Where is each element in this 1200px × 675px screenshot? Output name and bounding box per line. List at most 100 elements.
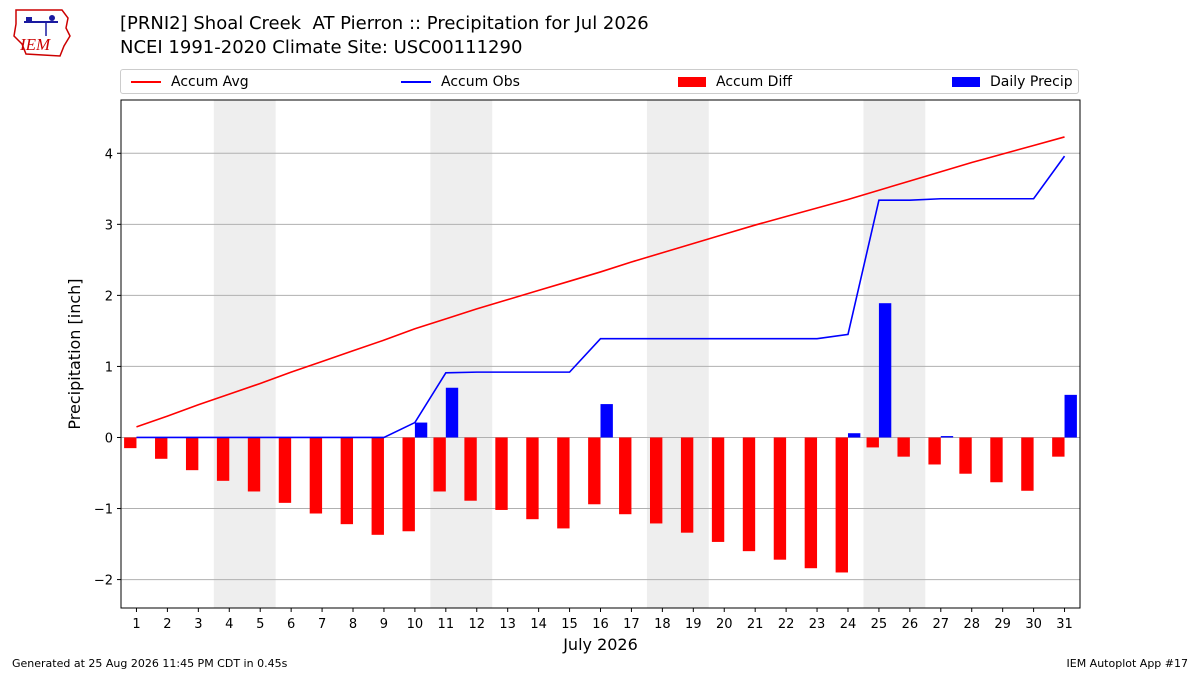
accum-diff-bar (928, 437, 941, 465)
x-tick-label: 8 (349, 617, 357, 632)
title-line-1: [PRNI2] Shoal Creek AT Pierron :: Precip… (120, 13, 649, 34)
x-tick-label: 17 (623, 617, 640, 632)
accum-diff-bar (990, 437, 1003, 483)
accum-diff-bar (588, 437, 601, 505)
x-tick-label: 30 (1025, 617, 1042, 632)
accum-diff-bar (1052, 437, 1065, 457)
daily-precip-bar (445, 387, 459, 438)
footer-app-id: IEM Autoplot App #17 (1066, 657, 1189, 670)
accum-diff-bar (711, 437, 725, 542)
legend-item-accum-avg: Accum Avg (131, 70, 249, 93)
legend-label-accum-obs: Accum Obs (441, 73, 520, 90)
accum-diff-bar (247, 437, 261, 492)
y-tick-label: 0 (105, 431, 113, 446)
x-tick-label: 29 (994, 617, 1011, 632)
iem-logo: IEM (13, 9, 71, 57)
y-tick-label: 3 (105, 218, 113, 233)
accum-diff-bar (464, 437, 477, 501)
daily-precip-bar (600, 404, 613, 438)
accum-diff-bar (185, 437, 199, 471)
x-tick-label: 19 (685, 617, 702, 632)
y-tick-label: −2 (94, 574, 113, 589)
accum-diff-bar (402, 437, 415, 532)
y-axis-title: Precipitation [inch] (65, 278, 84, 429)
accum-obs-line (136, 155, 1066, 439)
accum-avg-line (136, 136, 1065, 428)
x-tick-label: 31 (1056, 617, 1073, 632)
accum-diff-bar (619, 437, 632, 515)
accum-diff-bar (340, 437, 354, 525)
daily-precip-bar (414, 422, 428, 438)
accum-diff-bar (742, 437, 756, 552)
weekend-band-2 (430, 100, 493, 608)
x-tick-label: 14 (530, 617, 547, 632)
daily-precip-bar (1064, 394, 1077, 438)
x-tick-label: 24 (840, 617, 857, 632)
x-tick-label: 20 (716, 617, 733, 632)
legend-label-accum-avg: Accum Avg (171, 73, 249, 90)
accum-diff-bar (1021, 437, 1034, 491)
legend-swatch-daily-precip (952, 76, 980, 87)
x-tick-label: 9 (380, 617, 388, 632)
accum-diff-bar (278, 437, 292, 503)
accum-diff-bar (804, 437, 818, 569)
accum-diff-bar (557, 437, 570, 529)
x-tick-label: 6 (287, 617, 295, 632)
legend: Accum Avg Accum Obs Accum Diff Daily Pre… (120, 69, 1079, 94)
x-tick-label: 12 (468, 617, 485, 632)
x-tick-label: 25 (871, 617, 888, 632)
legend-item-accum-diff: Accum Diff (678, 70, 792, 93)
accum-diff-bar (124, 437, 137, 449)
x-tick-label: 2 (163, 617, 171, 632)
weekend-band-3 (646, 100, 709, 608)
accum-diff-bar (773, 437, 787, 560)
x-tick-label: 11 (438, 617, 455, 632)
x-tick-label: 22 (778, 617, 795, 632)
daily-precip-bar (940, 436, 954, 438)
x-tick-label: 26 (902, 617, 919, 632)
legend-label-daily-precip: Daily Precip (990, 73, 1073, 90)
legend-swatch-accum-obs (401, 80, 431, 83)
accum-diff-bar (835, 437, 848, 573)
accum-diff-bar (155, 437, 168, 459)
accum-diff-bar (649, 437, 663, 524)
legend-item-accum-obs: Accum Obs (401, 70, 520, 93)
legend-swatch-accum-diff (678, 76, 706, 87)
x-tick-label: 3 (194, 617, 202, 632)
weekend-band-1 (213, 100, 276, 608)
accum-diff-bar (309, 437, 323, 514)
title-line-2: NCEI 1991-2020 Climate Site: USC00111290 (120, 37, 523, 58)
accum-diff-bar (959, 437, 972, 474)
x-axis-title: July 2026 (562, 635, 638, 654)
accum-diff-bar (897, 437, 910, 457)
svg-text:IEM: IEM (19, 35, 51, 54)
plot-frame (120, 99, 1081, 609)
legend-item-daily-precip: Daily Precip (952, 70, 1073, 93)
legend-label-accum-diff: Accum Diff (716, 73, 793, 90)
x-tick-label: 27 (933, 617, 950, 632)
x-tick-label: 7 (318, 617, 326, 632)
x-tick-label: 28 (963, 617, 980, 632)
x-tick-label: 13 (499, 617, 516, 632)
chart-title: [PRNI2] Shoal Creek AT Pierron :: Precip… (120, 12, 649, 60)
accum-diff-bar (866, 437, 879, 448)
legend-swatch-accum-avg (131, 80, 161, 83)
x-tick-label: 4 (225, 617, 233, 632)
x-tick-label: 15 (561, 617, 578, 632)
footer-generated: Generated at 25 Aug 2026 11:45 PM CDT in… (12, 657, 288, 670)
accum-diff-bar (371, 437, 384, 535)
y-tick-label: 1 (105, 360, 113, 375)
x-tick-label: 1 (132, 617, 140, 632)
daily-precip-bar (847, 433, 861, 438)
x-tick-label: 10 (407, 617, 424, 632)
x-tick-label: 18 (654, 617, 671, 632)
accum-diff-bar (680, 437, 694, 533)
y-tick-label: 2 (105, 289, 113, 304)
x-tick-label: 23 (809, 617, 826, 632)
x-tick-label: 21 (747, 617, 764, 632)
accum-diff-bar (433, 437, 446, 492)
x-tick-label: 16 (592, 617, 609, 632)
accum-diff-bar (216, 437, 230, 481)
y-tick-label: 4 (105, 147, 113, 162)
accum-diff-bar (526, 437, 539, 520)
